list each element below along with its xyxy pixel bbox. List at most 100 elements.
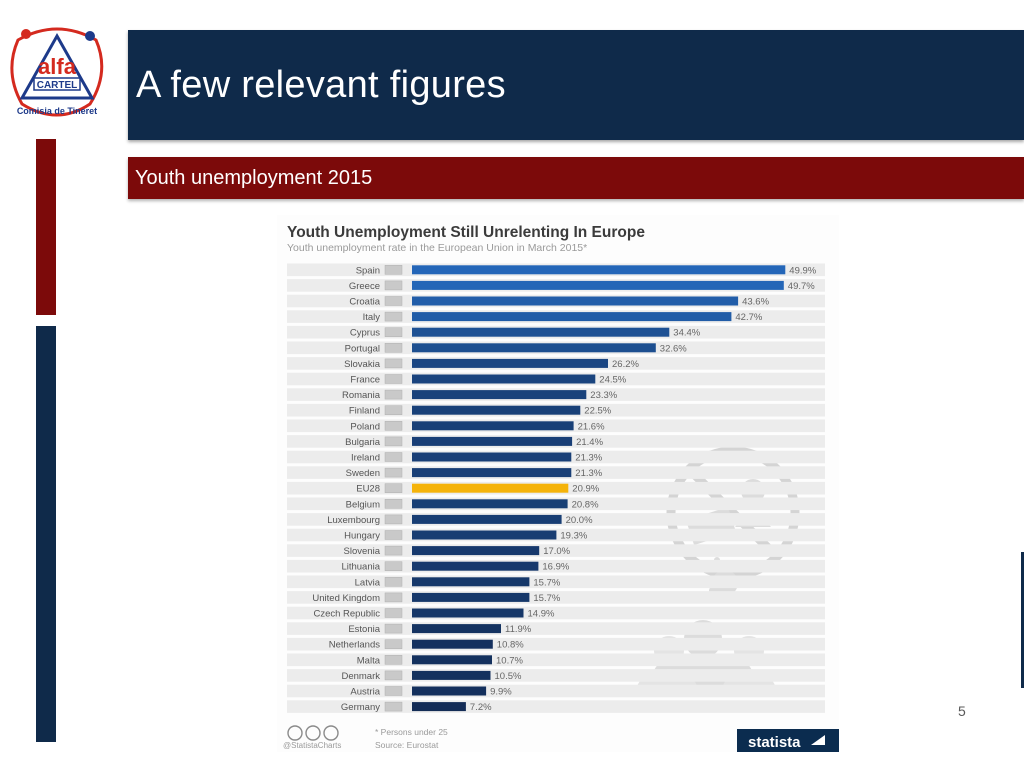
bar-row: Lithuania 16.9%: [287, 559, 825, 573]
bar: [412, 390, 587, 400]
bar: [412, 639, 493, 649]
bar: [412, 670, 491, 680]
value-label: 43.6%: [742, 297, 769, 308]
category-label: Latvia: [355, 577, 381, 588]
bar-row: France 24.5%: [287, 372, 825, 386]
category-label: Finland: [349, 406, 380, 417]
category-label: Malta: [357, 655, 381, 666]
bar-row: Greece 49.7%: [287, 279, 825, 292]
value-label: 19.3%: [560, 531, 587, 542]
bar-row: EU28 20.9%: [287, 481, 825, 495]
country-flag-icon: [384, 374, 403, 384]
country-flag-icon: [384, 686, 403, 696]
value-label: 10.8%: [497, 640, 524, 651]
value-label: 16.9%: [542, 562, 569, 573]
bar-row: Romania 23.3%: [287, 388, 825, 401]
country-flag-icon: [384, 670, 403, 681]
bar: [412, 265, 786, 275]
bars-group: Spain 49.9% Greece 49.7% Croatia 43.6% Italy 42…: [287, 263, 825, 713]
category-label: Cyprus: [350, 328, 380, 339]
value-label: 24.5%: [599, 375, 626, 386]
bar: [412, 358, 608, 368]
bar: [412, 686, 487, 696]
category-label: Portugal: [345, 343, 380, 354]
bar: [412, 312, 732, 322]
bar-row: Spain 49.9%: [287, 263, 825, 276]
country-flag-icon: [384, 327, 403, 337]
bar-chart: Youth Unemployment Still Unrelenting In …: [283, 224, 839, 752]
bar: [412, 468, 572, 478]
bar-row: Slovenia 17.0%: [287, 544, 825, 557]
country-flag-icon: [384, 514, 403, 525]
bar-row: Latvia 15.7%: [287, 575, 825, 588]
country-flag-icon: [384, 452, 403, 462]
side-accent-red: [36, 139, 56, 315]
value-label: 21.3%: [575, 453, 602, 464]
bar: [412, 343, 656, 353]
category-label: Sweden: [346, 468, 380, 479]
bar: [412, 702, 466, 712]
category-label: EU28: [356, 484, 380, 495]
value-label: 20.0%: [566, 515, 593, 526]
bar: [412, 530, 557, 540]
slide-title: A few relevant figures: [136, 64, 506, 106]
bar-row: Italy 42.7%: [287, 310, 825, 323]
country-flag-icon: [384, 421, 403, 431]
country-flag-icon: [384, 280, 403, 291]
country-flag-icon: [384, 561, 403, 571]
value-label: 20.8%: [572, 499, 599, 510]
bar-row: Austria 9.9%: [287, 684, 825, 698]
value-label: 10.5%: [495, 671, 522, 682]
country-flag-icon: [384, 655, 403, 665]
bar: [412, 577, 530, 587]
value-label: 9.9%: [490, 687, 512, 698]
bar-row: Finland 22.5%: [287, 403, 825, 417]
bar-row: Belgium 20.8%: [287, 497, 825, 510]
category-label: Hungary: [344, 531, 380, 542]
bar-row: Ireland 21.3%: [287, 450, 825, 464]
category-label: Bulgaria: [345, 437, 381, 448]
bar-row: Czech Republic 14.9%: [287, 606, 825, 620]
value-label: 49.9%: [789, 265, 816, 276]
bar: [412, 374, 596, 384]
statista-logo-icon: [811, 735, 825, 745]
category-label: France: [350, 375, 380, 386]
category-label: Lithuania: [341, 562, 380, 573]
statista-handle: @StatistaCharts: [283, 741, 341, 750]
country-flag-icon: [384, 265, 403, 275]
category-label: Ireland: [351, 453, 380, 464]
bar-row: Hungary 19.3%: [287, 528, 825, 542]
category-label: United Kingdom: [312, 593, 380, 604]
category-label: Croatia: [349, 297, 380, 308]
bar: [412, 514, 562, 524]
chart-title: Youth Unemployment Still Unrelenting In …: [287, 224, 645, 241]
category-label: Luxembourg: [327, 515, 380, 526]
country-flag-icon: [384, 499, 403, 509]
value-label: 15.7%: [533, 577, 560, 588]
bar-row: Poland 21.6%: [287, 419, 825, 432]
bar-row: Slovakia 26.2%: [287, 357, 825, 370]
bar-row: Portugal 32.6%: [287, 341, 825, 354]
chart-subtitle: Youth unemployment rate in the European …: [287, 242, 587, 254]
side-accent-blue: [36, 326, 56, 742]
category-label: Slovenia: [344, 546, 381, 557]
country-flag-icon: [384, 405, 403, 415]
bar: [412, 452, 572, 462]
bar: [412, 592, 530, 602]
logo-word-alfa: alfa: [38, 54, 77, 79]
country-flag-icon: [384, 623, 403, 634]
bar: [412, 655, 492, 665]
bar: [412, 483, 569, 493]
page-number: 5: [958, 703, 966, 719]
bar-row: Estonia 11.9%: [287, 622, 825, 635]
chart-footnote: * Persons under 25: [375, 727, 448, 737]
bar-row: Denmark 10.5%: [287, 669, 825, 682]
country-flag-icon: [384, 358, 403, 369]
value-label: 21.3%: [575, 468, 602, 479]
value-label: 17.0%: [543, 546, 570, 557]
bar-row: Germany 7.2%: [287, 700, 825, 713]
chart-source: Source: Eurostat: [375, 740, 439, 750]
country-flag-icon: [384, 483, 403, 493]
bar-row: Netherlands 10.8%: [287, 637, 825, 651]
category-label: Greece: [349, 281, 380, 292]
